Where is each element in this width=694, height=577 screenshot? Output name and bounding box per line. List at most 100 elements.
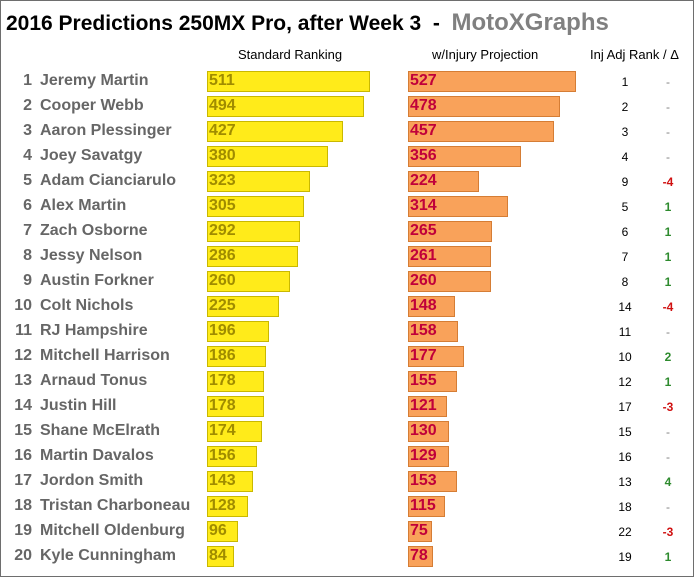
rank-label: 9 (23, 272, 32, 289)
rank-label: 12 (14, 347, 32, 364)
rank-delta: - (666, 75, 670, 89)
inj-adj-rank: 15 (618, 425, 632, 439)
rider-name: Mitchell Harrison (40, 347, 170, 364)
inj-adj-rank: 7 (621, 250, 629, 264)
table-row: 14 Justin Hill 178 121 17 -3 (0, 395, 692, 420)
rider-name: Zach Osborne (40, 222, 148, 239)
inj-adj-rank: 8 (621, 275, 629, 289)
rank-label: 4 (23, 147, 32, 164)
table-row: 8 Jessy Nelson 286 261 7 1 (0, 245, 692, 270)
table-row: 13 Arnaud Tonus 178 155 12 1 (0, 370, 692, 395)
injury-bar (408, 321, 458, 342)
injury-bar (408, 296, 455, 317)
table-row: 19 Mitchell Oldenburg 96 75 22 -3 (0, 520, 692, 545)
standard-value-label: 143 (209, 472, 236, 489)
standard-value-label: 494 (209, 97, 236, 114)
rank-label: 6 (23, 197, 32, 214)
inj-adj-rank: 2 (621, 100, 629, 114)
injury-bar (408, 146, 521, 167)
rank-delta: - (666, 425, 670, 439)
injury-bar (408, 396, 447, 417)
table-row: 10 Colt Nichols 225 148 14 -4 (0, 295, 692, 320)
standard-value-label: 225 (209, 297, 236, 314)
standard-value-label: 84 (209, 547, 227, 564)
injury-value-label: 129 (410, 447, 437, 464)
standard-bar (207, 546, 234, 567)
injury-bar (408, 171, 479, 192)
rider-name: Mitchell Oldenburg (40, 522, 185, 539)
standard-bar (207, 321, 269, 342)
rider-name: Shane McElrath (40, 422, 161, 439)
injury-value-label: 158 (410, 322, 437, 339)
rank-delta: -3 (662, 525, 674, 539)
title-separator: - (432, 12, 440, 35)
inj-adj-rank: 12 (618, 375, 632, 389)
standard-value-label: 323 (209, 172, 236, 189)
table-row: 15 Shane McElrath 174 130 15 - (0, 420, 692, 445)
standard-value-label: 174 (209, 422, 236, 439)
rider-name: Martin Davalos (40, 447, 154, 464)
rider-name: Colt Nichols (40, 297, 134, 314)
rank-delta: -4 (662, 175, 674, 189)
inj-adj-rank: 9 (621, 175, 629, 189)
rank-delta: 1 (664, 250, 672, 264)
standard-bar (207, 296, 279, 317)
injury-bar (408, 196, 508, 217)
standard-value-label: 186 (209, 347, 236, 364)
injury-value-label: 78 (410, 547, 428, 564)
injury-value-label: 314 (410, 197, 437, 214)
injury-value-label: 148 (410, 297, 437, 314)
injury-bar (408, 221, 492, 242)
rank-delta: 1 (664, 225, 672, 239)
inj-adj-rank: 17 (618, 400, 632, 414)
rank-delta: 1 (664, 550, 672, 564)
inj-adj-rank: 13 (618, 475, 632, 489)
rank-label: 3 (23, 122, 32, 139)
injury-value-label: 153 (410, 472, 437, 489)
standard-bar (207, 96, 364, 117)
standard-value-label: 196 (209, 322, 236, 339)
injury-value-label: 115 (410, 497, 436, 514)
standard-value-label: 260 (209, 272, 236, 289)
injury-value-label: 261 (410, 247, 437, 264)
rank-delta: -4 (662, 300, 674, 314)
injury-value-label: 478 (410, 97, 437, 114)
table-row: 1 Jeremy Martin 511 527 1 - (0, 70, 692, 95)
standard-value-label: 96 (209, 522, 227, 539)
rider-name: Kyle Cunningham (40, 547, 177, 564)
inj-adj-rank: 18 (618, 500, 632, 514)
rider-name: Adam Cianciarulo (40, 172, 177, 189)
title-bar: 2016 Predictions 250MX Pro, after Week 3… (0, 0, 692, 44)
injury-value-label: 260 (410, 272, 437, 289)
rank-label: 10 (14, 297, 32, 314)
rank-delta: - (666, 450, 670, 464)
rank-delta: - (666, 500, 670, 514)
inj-adj-rank: 22 (618, 525, 632, 539)
table-row: 4 Joey Savatgy 380 356 4 - (0, 145, 692, 170)
inj-adj-rank: 16 (618, 450, 632, 464)
rider-name: Alex Martin (40, 197, 127, 214)
injury-bar (408, 446, 449, 467)
injury-value-label: 177 (410, 347, 437, 364)
table-row: 3 Aaron Plessinger 427 457 3 - (0, 120, 692, 145)
title-text: 2016 Predictions 250MX Pro, after Week 3 (6, 12, 422, 35)
injury-value-label: 130 (410, 422, 437, 439)
injury-bar (408, 346, 464, 367)
rank-label: 13 (14, 372, 32, 389)
injury-bar (408, 421, 449, 442)
injury-value-label: 265 (410, 222, 437, 239)
standard-bar (207, 121, 343, 142)
standard-value-label: 178 (209, 372, 236, 389)
rank-delta: - (666, 100, 670, 114)
rank-label: 5 (23, 172, 32, 189)
standard-bar (207, 421, 262, 442)
rank-delta: 2 (664, 350, 672, 364)
table-row: 11 RJ Hampshire 196 158 11 - (0, 320, 692, 345)
rank-delta: -3 (662, 400, 674, 414)
table-row: 12 Mitchell Harrison 186 177 10 2 (0, 345, 692, 370)
table-row: 17 Jordon Smith 143 153 13 4 (0, 470, 692, 495)
header-injury-projection: w/Injury Projection (432, 47, 539, 62)
injury-bar (408, 96, 560, 117)
inj-adj-rank: 1 (621, 75, 629, 89)
rank-label: 7 (23, 222, 32, 239)
